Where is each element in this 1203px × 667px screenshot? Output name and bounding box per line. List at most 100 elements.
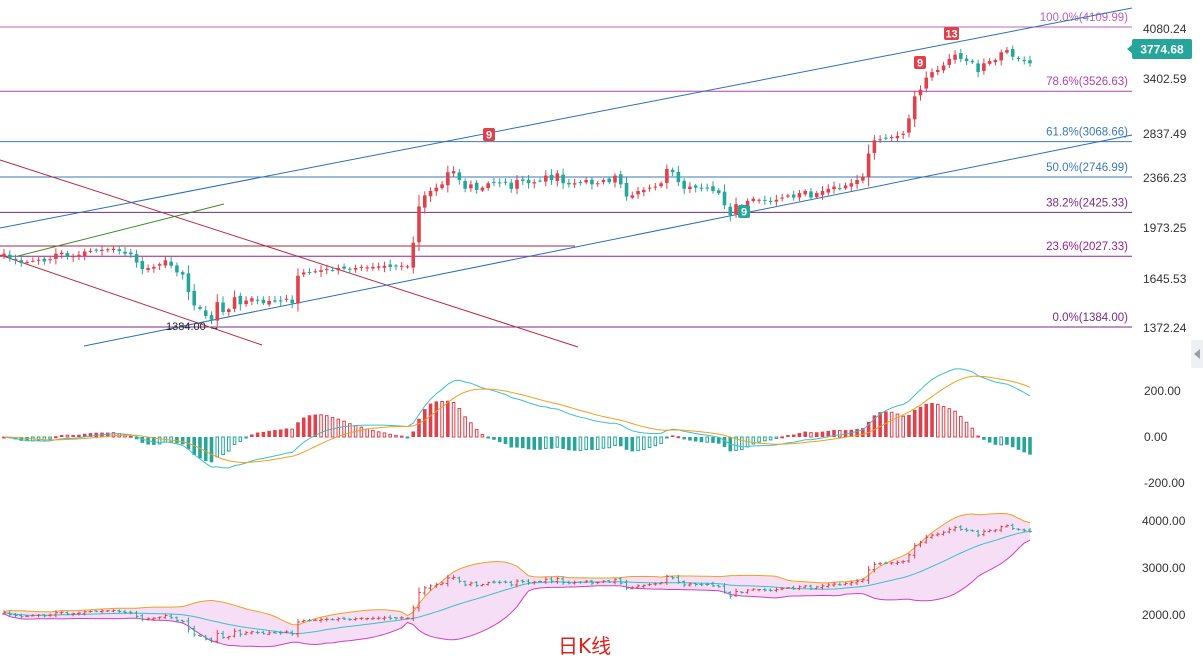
candle-body bbox=[457, 172, 462, 180]
candle-body bbox=[469, 184, 473, 189]
candle-body bbox=[924, 77, 929, 89]
macd-bar bbox=[532, 437, 537, 450]
candle-body bbox=[319, 270, 323, 272]
macd-bar bbox=[544, 436, 548, 449]
macd-bar bbox=[348, 423, 352, 438]
candle-body bbox=[180, 272, 185, 275]
macd-bar bbox=[428, 403, 433, 437]
macd-bar bbox=[561, 437, 565, 449]
macd-bar bbox=[918, 406, 923, 437]
candle-body bbox=[301, 272, 306, 275]
candle-body bbox=[152, 266, 156, 269]
macd-bar bbox=[36, 436, 41, 441]
candle-body bbox=[814, 193, 819, 198]
candle-body bbox=[642, 189, 646, 193]
macd-bar bbox=[307, 415, 312, 437]
candle-body bbox=[549, 174, 554, 180]
macd-bar bbox=[457, 407, 462, 438]
fib-label-1: 78.6%(3526.63) bbox=[1046, 76, 1128, 88]
macd-bar bbox=[872, 415, 877, 437]
td-marker-1 bbox=[738, 205, 750, 218]
macd-bar bbox=[365, 428, 369, 438]
candle-body bbox=[676, 171, 681, 183]
macd-bar bbox=[203, 437, 208, 462]
macd-bar bbox=[682, 437, 686, 440]
candle-body bbox=[935, 69, 940, 72]
candle-body bbox=[1005, 50, 1009, 53]
fib-label-0: 100.0%(4109.99) bbox=[1040, 12, 1128, 24]
candle-body bbox=[1028, 60, 1032, 64]
price-tick-0: 4080.24 bbox=[1143, 22, 1187, 36]
candle-body bbox=[411, 242, 416, 268]
candle-body bbox=[192, 290, 197, 306]
candle-body bbox=[13, 258, 18, 261]
macd-bar bbox=[25, 437, 29, 442]
candle-body bbox=[405, 266, 410, 268]
candle-body bbox=[999, 52, 1003, 61]
candle-body bbox=[451, 171, 456, 174]
macd-tick-1: 0.00 bbox=[1144, 430, 1168, 444]
macd-bar bbox=[474, 429, 479, 438]
candle-body bbox=[71, 255, 75, 258]
boll-tick-2: 2000.00 bbox=[1142, 608, 1186, 622]
macd-bar bbox=[440, 401, 444, 438]
macd-dea-line bbox=[3, 375, 1031, 464]
candle-body bbox=[382, 265, 387, 268]
candle-body bbox=[607, 178, 612, 183]
macd-bar bbox=[330, 417, 335, 438]
macd-bar bbox=[157, 436, 162, 445]
macd-bar bbox=[538, 437, 542, 450]
candle-body bbox=[532, 182, 537, 184]
candle-body bbox=[19, 260, 24, 264]
macd-bar bbox=[232, 436, 237, 445]
candle-body bbox=[768, 200, 773, 202]
candle-body bbox=[791, 194, 796, 198]
candle-body bbox=[221, 302, 225, 313]
candle-body bbox=[290, 299, 294, 304]
candle-body bbox=[278, 300, 283, 302]
macd-bar bbox=[19, 437, 24, 441]
macd-bar bbox=[595, 436, 600, 451]
macd-bar bbox=[734, 436, 738, 451]
candle-body bbox=[54, 253, 58, 259]
candle-body bbox=[555, 173, 560, 181]
macd-bar bbox=[382, 432, 387, 438]
candle-body bbox=[745, 200, 750, 207]
macd-bar bbox=[578, 436, 583, 451]
candle-body bbox=[889, 137, 894, 139]
macd-bar bbox=[947, 408, 952, 438]
candle-body bbox=[993, 60, 998, 63]
candle-body bbox=[255, 299, 260, 301]
red-channel-upper bbox=[0, 159, 579, 348]
fib-label-5: 23.6%(2027.33) bbox=[1046, 241, 1128, 253]
macd-bar bbox=[555, 436, 560, 448]
macd-bar bbox=[618, 437, 623, 447]
candle-body bbox=[1022, 59, 1027, 62]
candle-body bbox=[497, 182, 502, 184]
candle-body bbox=[884, 137, 888, 139]
candle-body bbox=[261, 299, 266, 304]
price-tick-1: 3402.59 bbox=[1143, 72, 1187, 86]
candle-body bbox=[250, 298, 254, 302]
td-markers: 9 9 9 13 1384.00 → bbox=[166, 27, 959, 333]
macd-bar bbox=[786, 435, 790, 437]
macd-bar bbox=[388, 433, 392, 438]
candle-body bbox=[797, 193, 802, 198]
macd-bar bbox=[486, 436, 490, 439]
macd-bar bbox=[636, 436, 640, 452]
candle-body bbox=[307, 272, 312, 274]
macd-bar bbox=[405, 436, 410, 439]
candle-body bbox=[866, 153, 871, 178]
macd-bar bbox=[411, 431, 416, 437]
candle-body bbox=[273, 300, 277, 302]
candle-body bbox=[480, 187, 485, 191]
candle-body bbox=[826, 188, 831, 193]
candle-body bbox=[861, 176, 865, 181]
macd-bar bbox=[832, 430, 836, 437]
td-marker-label-1: 9 bbox=[741, 207, 747, 219]
candle-body bbox=[526, 179, 531, 184]
macd-bar bbox=[584, 436, 588, 450]
panel-collapse-handle[interactable] bbox=[1191, 340, 1203, 368]
